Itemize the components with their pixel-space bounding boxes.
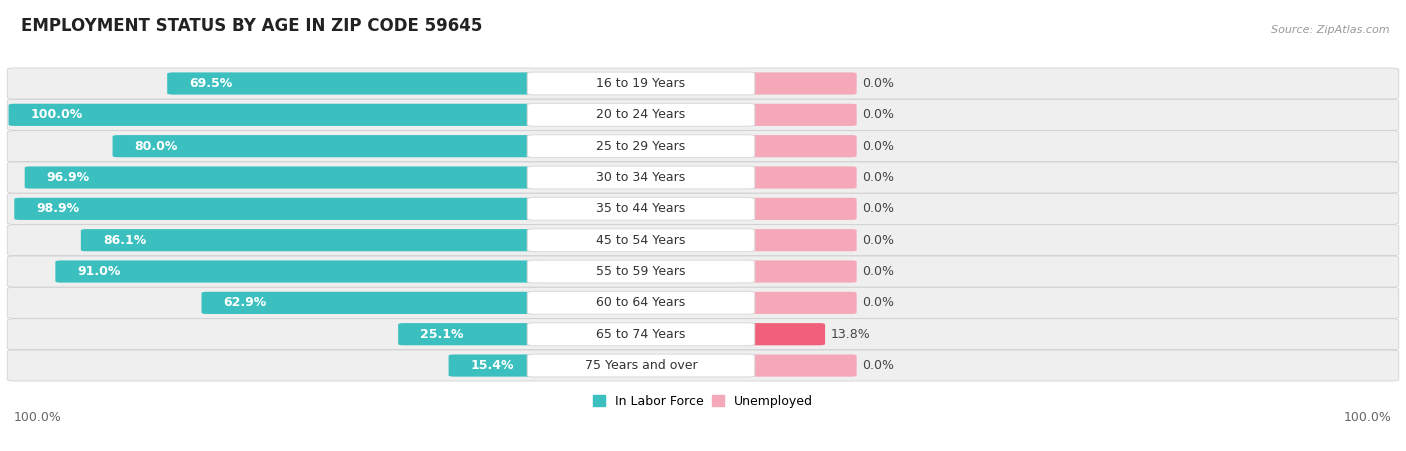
FancyBboxPatch shape — [7, 225, 1399, 256]
FancyBboxPatch shape — [527, 135, 755, 157]
FancyBboxPatch shape — [527, 323, 755, 345]
Text: 86.1%: 86.1% — [103, 234, 146, 247]
Text: 0.0%: 0.0% — [862, 140, 894, 153]
Text: 25 to 29 Years: 25 to 29 Years — [596, 140, 686, 153]
FancyBboxPatch shape — [527, 198, 755, 220]
FancyBboxPatch shape — [7, 256, 1399, 287]
FancyBboxPatch shape — [7, 162, 1399, 193]
Text: 62.9%: 62.9% — [224, 296, 267, 309]
Text: 0.0%: 0.0% — [862, 171, 894, 184]
FancyBboxPatch shape — [527, 103, 755, 126]
Text: 100.0%: 100.0% — [1344, 410, 1392, 423]
Text: 75 Years and over: 75 Years and over — [585, 359, 697, 372]
Text: 25.1%: 25.1% — [420, 328, 464, 341]
FancyBboxPatch shape — [742, 166, 856, 189]
FancyBboxPatch shape — [14, 198, 540, 220]
FancyBboxPatch shape — [8, 104, 540, 126]
Text: 98.9%: 98.9% — [37, 202, 80, 215]
FancyBboxPatch shape — [527, 166, 755, 189]
FancyBboxPatch shape — [742, 104, 856, 126]
Legend: In Labor Force, Unemployed: In Labor Force, Unemployed — [593, 395, 813, 408]
Text: 0.0%: 0.0% — [862, 359, 894, 372]
Text: 55 to 59 Years: 55 to 59 Years — [596, 265, 686, 278]
Text: 80.0%: 80.0% — [135, 140, 179, 153]
FancyBboxPatch shape — [527, 354, 755, 377]
FancyBboxPatch shape — [742, 135, 856, 157]
Text: 16 to 19 Years: 16 to 19 Years — [596, 77, 686, 90]
Text: EMPLOYMENT STATUS BY AGE IN ZIP CODE 59645: EMPLOYMENT STATUS BY AGE IN ZIP CODE 596… — [21, 17, 482, 35]
Text: 0.0%: 0.0% — [862, 202, 894, 215]
FancyBboxPatch shape — [82, 229, 540, 251]
FancyBboxPatch shape — [449, 354, 540, 377]
Text: 96.9%: 96.9% — [46, 171, 90, 184]
Text: 100.0%: 100.0% — [31, 108, 83, 121]
Text: 69.5%: 69.5% — [190, 77, 232, 90]
Text: 15.4%: 15.4% — [471, 359, 515, 372]
Text: 0.0%: 0.0% — [862, 108, 894, 121]
FancyBboxPatch shape — [7, 193, 1399, 224]
FancyBboxPatch shape — [527, 229, 755, 252]
FancyBboxPatch shape — [25, 166, 540, 189]
FancyBboxPatch shape — [7, 99, 1399, 130]
Text: 91.0%: 91.0% — [77, 265, 121, 278]
Text: 45 to 54 Years: 45 to 54 Years — [596, 234, 686, 247]
Text: 0.0%: 0.0% — [862, 296, 894, 309]
FancyBboxPatch shape — [55, 260, 540, 283]
FancyBboxPatch shape — [398, 323, 540, 345]
FancyBboxPatch shape — [7, 319, 1399, 350]
Text: 100.0%: 100.0% — [14, 410, 62, 423]
FancyBboxPatch shape — [527, 260, 755, 283]
Text: 0.0%: 0.0% — [862, 77, 894, 90]
FancyBboxPatch shape — [742, 292, 856, 314]
FancyBboxPatch shape — [527, 72, 755, 95]
FancyBboxPatch shape — [742, 354, 856, 377]
FancyBboxPatch shape — [7, 287, 1399, 318]
FancyBboxPatch shape — [742, 73, 856, 95]
FancyBboxPatch shape — [527, 291, 755, 314]
FancyBboxPatch shape — [742, 198, 856, 220]
FancyBboxPatch shape — [7, 350, 1399, 381]
FancyBboxPatch shape — [7, 68, 1399, 99]
Text: 60 to 64 Years: 60 to 64 Years — [596, 296, 686, 309]
FancyBboxPatch shape — [201, 292, 540, 314]
FancyBboxPatch shape — [7, 131, 1399, 161]
FancyBboxPatch shape — [742, 229, 856, 251]
Text: 30 to 34 Years: 30 to 34 Years — [596, 171, 686, 184]
Text: 35 to 44 Years: 35 to 44 Years — [596, 202, 686, 215]
FancyBboxPatch shape — [167, 73, 540, 95]
Text: Source: ZipAtlas.com: Source: ZipAtlas.com — [1271, 25, 1389, 35]
Text: 13.8%: 13.8% — [831, 328, 870, 341]
Text: 65 to 74 Years: 65 to 74 Years — [596, 328, 686, 341]
FancyBboxPatch shape — [112, 135, 540, 157]
Text: 0.0%: 0.0% — [862, 265, 894, 278]
FancyBboxPatch shape — [742, 260, 856, 283]
FancyBboxPatch shape — [742, 323, 825, 345]
Text: 0.0%: 0.0% — [862, 234, 894, 247]
Text: 20 to 24 Years: 20 to 24 Years — [596, 108, 686, 121]
